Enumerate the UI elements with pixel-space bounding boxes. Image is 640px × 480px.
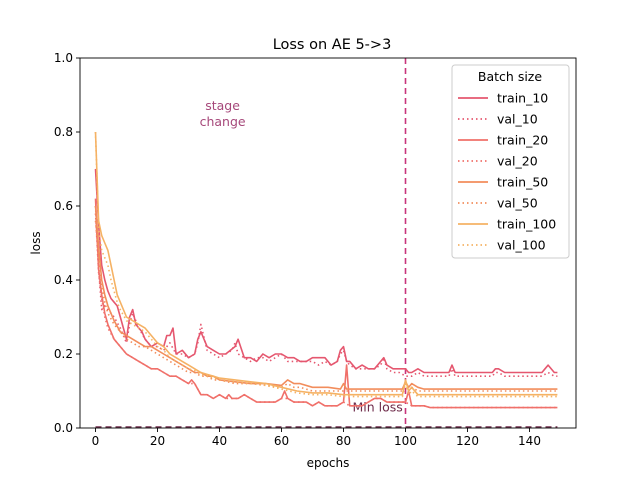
x-tick-label: 60 [274, 434, 289, 448]
x-axis: 0 20 40 60 80 100 120 140 [92, 428, 541, 448]
y-tick-label: 0.0 [54, 421, 73, 435]
x-tick-label: 120 [456, 434, 479, 448]
legend: Batch size train_10val_10train_20val_20t… [451, 64, 570, 259]
annotation-line: stage [205, 98, 240, 113]
y-axis-label: loss [29, 231, 43, 254]
x-tick-label: 80 [336, 434, 351, 448]
legend-label-train-20: train_20 [497, 133, 548, 148]
plot-area: stage change Min loss [79, 57, 577, 429]
chart-title: Loss on AE 5->3 [273, 37, 392, 53]
series-layer [94, 131, 558, 409]
y-tick-label: 0.8 [54, 125, 73, 139]
y-tick-label: 0.4 [54, 273, 73, 287]
legend-label-train-10: train_10 [497, 91, 548, 106]
y-tick-label: 1.0 [54, 51, 73, 65]
x-tick-label: 40 [212, 434, 227, 448]
legend-box [451, 64, 570, 259]
series-train-100 [94, 131, 558, 396]
x-tick-label: 100 [394, 434, 417, 448]
legend-title: Batch size [478, 69, 542, 84]
legend-label-val-100: val_100 [497, 238, 546, 253]
legend-label-val-20: val_20 [497, 154, 538, 169]
x-tick-label: 20 [150, 434, 165, 448]
series-val-20 [94, 213, 558, 409]
plot-frame [79, 57, 577, 429]
legend-label-val-50: val_50 [497, 196, 538, 211]
annotation-layer: stage change Min loss [95, 58, 558, 428]
annotation-line: change [200, 114, 246, 129]
y-tick-label: 0.2 [54, 347, 73, 361]
legend-items: train_10 val_10 train_20 val_20 train_50 val_… [458, 91, 556, 253]
legend-label-val-10: val_10 [497, 112, 538, 127]
x-tick-label: 0 [92, 434, 100, 448]
min-loss-label: Min loss [352, 399, 402, 414]
series-train-10 [94, 168, 558, 374]
y-axis: 0.0 0.2 0.4 0.6 0.8 1.0 [54, 51, 80, 435]
x-axis-label: epochs [307, 456, 350, 470]
legend-label-train-50: train_50 [497, 175, 548, 190]
series-val-10 [94, 205, 558, 378]
y-tick-label: 0.6 [54, 199, 73, 213]
stage-change-label: stage change [200, 98, 246, 129]
x-tick-label: 140 [518, 434, 541, 448]
legend-label-train-100: train_100 [497, 217, 556, 232]
